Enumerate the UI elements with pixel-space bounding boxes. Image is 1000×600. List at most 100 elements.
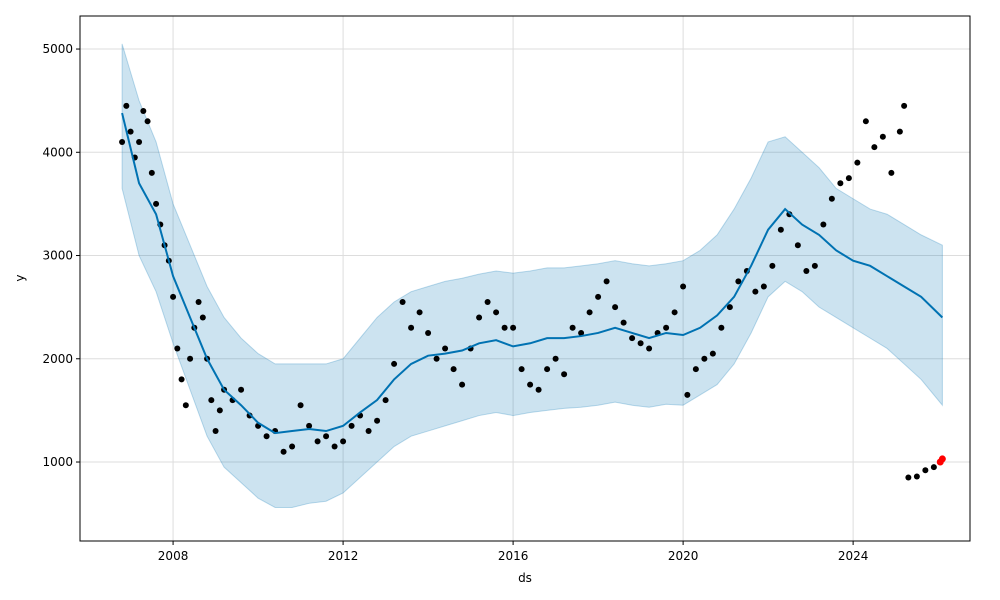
y-tick-label: 2000 — [42, 352, 73, 366]
observed-point — [544, 366, 551, 373]
plot-frame — [79, 15, 971, 542]
observed-point — [433, 355, 440, 362]
observed-point — [913, 473, 920, 480]
y-tick-label: 1000 — [42, 455, 73, 469]
observed-point — [735, 278, 742, 285]
observed-point — [416, 309, 423, 316]
observed-point — [862, 118, 869, 125]
y-axis-label: y — [13, 274, 27, 281]
observed-point — [119, 138, 126, 145]
observed-point — [374, 417, 381, 424]
observed-point — [845, 175, 852, 182]
observed-point — [603, 278, 610, 285]
observed-point — [314, 438, 321, 445]
forecast-line — [121, 112, 944, 435]
observed-point — [123, 102, 130, 109]
observed-point — [216, 407, 223, 414]
observed-point — [535, 386, 542, 393]
observed-point — [331, 443, 338, 450]
x-tick-label: 2024 — [838, 549, 869, 563]
observed-point — [199, 314, 206, 321]
recent-point — [938, 455, 946, 463]
observed-point — [280, 448, 287, 455]
observed-point — [552, 355, 559, 362]
observed-point — [246, 412, 253, 419]
observed-point — [854, 159, 861, 166]
observed-point — [450, 366, 457, 373]
observed-point — [187, 355, 194, 362]
observed-point — [323, 433, 330, 440]
observed-point — [777, 226, 784, 233]
observed-point — [382, 397, 389, 404]
observed-point — [709, 350, 716, 357]
observed-point — [879, 133, 886, 140]
observed-point — [153, 200, 160, 207]
observed-point — [896, 128, 903, 135]
observed-point — [399, 298, 406, 305]
observed-point — [794, 242, 801, 249]
observed-point — [127, 128, 134, 135]
observed-point — [620, 319, 627, 326]
observed-point — [136, 138, 143, 145]
observed-point — [760, 283, 767, 290]
observed-point — [684, 391, 691, 398]
observed-point — [425, 329, 432, 336]
observed-point — [174, 345, 181, 352]
observed-point — [820, 221, 827, 228]
observed-point — [212, 428, 219, 435]
observed-point — [871, 144, 878, 151]
observed-point — [340, 438, 347, 445]
observed-point — [518, 366, 525, 373]
x-tick-label: 2020 — [668, 549, 699, 563]
observed-point — [263, 433, 270, 440]
observed-point — [637, 340, 644, 347]
observed-point — [930, 464, 937, 471]
x-tick-label: 2008 — [158, 549, 189, 563]
observed-point — [476, 314, 483, 321]
observed-point — [811, 262, 818, 269]
observed-point — [578, 329, 585, 336]
observed-point — [484, 298, 491, 305]
observed-point — [365, 428, 372, 435]
observed-point — [561, 371, 568, 378]
observed-point — [510, 324, 517, 331]
y-tick-label: 5000 — [42, 42, 73, 56]
observed-point — [306, 422, 313, 429]
observed-point — [888, 169, 895, 176]
observed-point — [901, 102, 908, 109]
observed-point — [769, 262, 776, 269]
observed-point — [828, 195, 835, 202]
observed-point — [148, 169, 155, 176]
observed-point — [289, 443, 296, 450]
observed-point — [348, 422, 355, 429]
observed-point — [170, 293, 177, 300]
observed-point — [692, 366, 699, 373]
y-tick-label: 4000 — [42, 145, 73, 159]
observed-point — [922, 467, 929, 474]
y-tick-label: 3000 — [42, 249, 73, 263]
observed-point — [238, 386, 245, 393]
observed-point — [408, 324, 415, 331]
observed-point — [803, 268, 810, 275]
observed-point — [701, 355, 708, 362]
observed-point — [905, 474, 912, 481]
observed-point — [569, 324, 576, 331]
observed-point — [629, 335, 636, 342]
observed-point — [182, 402, 189, 409]
observed-point — [527, 381, 534, 388]
observed-point — [391, 360, 398, 367]
observed-point — [612, 304, 619, 311]
observed-point — [459, 381, 466, 388]
observed-point — [178, 376, 185, 383]
observed-point — [493, 309, 500, 316]
observed-point — [671, 309, 678, 316]
observed-point — [663, 324, 670, 331]
observed-point — [297, 402, 304, 409]
uncertainty-band — [121, 43, 943, 508]
observed-point — [726, 304, 733, 311]
observed-point — [195, 298, 202, 305]
observed-point — [140, 107, 147, 114]
x-axis-label: ds — [518, 571, 532, 585]
